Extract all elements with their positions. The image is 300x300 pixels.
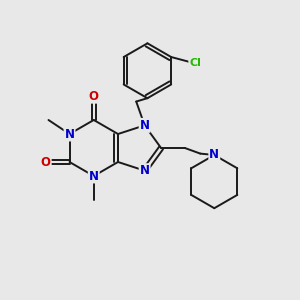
Text: N: N	[209, 148, 219, 161]
Text: Cl: Cl	[189, 58, 201, 68]
Text: O: O	[89, 90, 99, 103]
Text: N: N	[64, 128, 74, 140]
Text: O: O	[41, 155, 51, 169]
Text: N: N	[140, 164, 150, 177]
Text: N: N	[89, 169, 99, 182]
Text: N: N	[140, 119, 150, 132]
